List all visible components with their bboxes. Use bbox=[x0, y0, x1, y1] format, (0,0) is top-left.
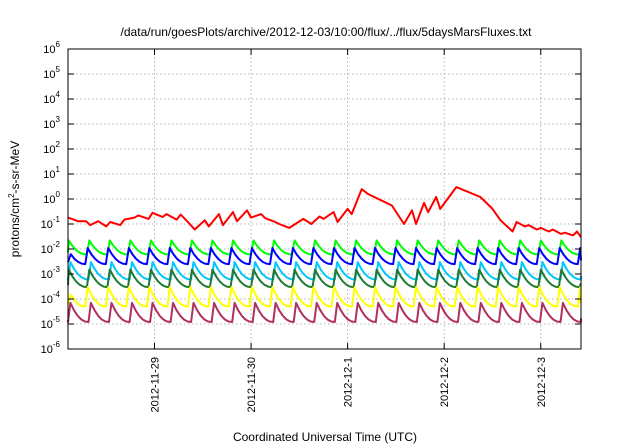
y-tick-label: 104 bbox=[43, 90, 60, 106]
axis-ticks bbox=[68, 48, 581, 350]
y-tick-label: 10-2 bbox=[41, 240, 61, 256]
series-line-6 bbox=[67, 286, 582, 308]
series-line-7 bbox=[67, 301, 582, 323]
y-tick-label: 10-1 bbox=[41, 215, 61, 231]
y-tick-label: 102 bbox=[43, 140, 60, 156]
y-tick-label: 10-4 bbox=[41, 290, 61, 306]
y-tick-label-exp: 6 bbox=[56, 40, 61, 49]
y-axis-label-base: protons/cm bbox=[8, 198, 22, 257]
y-tick-label-exp: -3 bbox=[53, 265, 61, 274]
y-tick-label-base: 10 bbox=[43, 144, 55, 156]
y-tick-label: 103 bbox=[43, 115, 60, 131]
x-tick-label: 2012-12-2 bbox=[439, 357, 451, 407]
y-tick-label-base: 10 bbox=[41, 319, 53, 331]
series-line-1 bbox=[67, 186, 582, 238]
y-tick-label-base: 10 bbox=[41, 294, 53, 306]
y-axis-label-sup: 2 bbox=[7, 193, 16, 198]
y-tick-label-exp: 2 bbox=[56, 140, 61, 149]
y-tick-label-base: 10 bbox=[43, 169, 55, 181]
y-tick-label-base: 10 bbox=[43, 44, 55, 56]
y-tick-label-exp: 4 bbox=[56, 90, 61, 99]
y-tick-label-exp: -5 bbox=[53, 315, 61, 324]
x-axis-label: Coordinated Universal Time (UTC) bbox=[233, 430, 417, 444]
y-tick-label: 105 bbox=[43, 65, 60, 81]
y-tick-label-base: 10 bbox=[41, 244, 53, 256]
y-tick-label: 10-3 bbox=[41, 265, 61, 281]
y-tick-label-exp: 1 bbox=[56, 165, 61, 174]
x-tick-label: 2012-11-29 bbox=[150, 357, 162, 412]
y-tick-label-base: 10 bbox=[41, 269, 53, 281]
y-tick-labels: 10-610-510-410-310-210-11001011021031041… bbox=[41, 40, 61, 356]
x-tick-label: 2012-12-3 bbox=[536, 357, 548, 407]
x-tick-label: 2012-12-1 bbox=[343, 357, 355, 407]
y-axis-label-rest: -s-sr-MeV bbox=[8, 141, 22, 194]
y-tick-label-base: 10 bbox=[41, 219, 53, 231]
plot-series bbox=[67, 186, 582, 323]
y-tick-label-exp: 5 bbox=[56, 65, 61, 74]
y-tick-label: 101 bbox=[43, 165, 60, 181]
y-tick-label-base: 10 bbox=[43, 119, 55, 131]
series-line-3 bbox=[67, 247, 582, 266]
y-tick-label-exp: -2 bbox=[53, 240, 61, 249]
y-tick-label-exp: -1 bbox=[53, 215, 61, 224]
y-tick-label-base: 10 bbox=[41, 344, 53, 356]
chart-title: /data/run/goesPlots/archive/2012-12-03/1… bbox=[121, 25, 533, 39]
y-tick-label-base: 10 bbox=[43, 194, 55, 206]
y-tick-label: 106 bbox=[43, 40, 60, 56]
series-line-5 bbox=[67, 268, 582, 289]
y-tick-label-base: 10 bbox=[43, 69, 55, 81]
x-tick-labels: 2012-11-29 2012-11-30 2012-12-1 2012-12-2 20… bbox=[150, 357, 548, 412]
y-tick-label-exp: -6 bbox=[53, 340, 61, 349]
y-tick-label: 100 bbox=[43, 190, 60, 206]
y-tick-label: 10-5 bbox=[41, 315, 61, 331]
y-tick-label-exp: -4 bbox=[53, 290, 61, 299]
y-tick-label-exp: 3 bbox=[56, 115, 61, 124]
y-axis-label: protons/cm2-s-sr-MeV bbox=[7, 141, 22, 257]
y-tick-label: 10-6 bbox=[41, 340, 61, 356]
y-tick-label-exp: 0 bbox=[56, 190, 61, 199]
x-tick-label: 2012-11-30 bbox=[246, 357, 258, 412]
y-tick-label-base: 10 bbox=[43, 94, 55, 106]
